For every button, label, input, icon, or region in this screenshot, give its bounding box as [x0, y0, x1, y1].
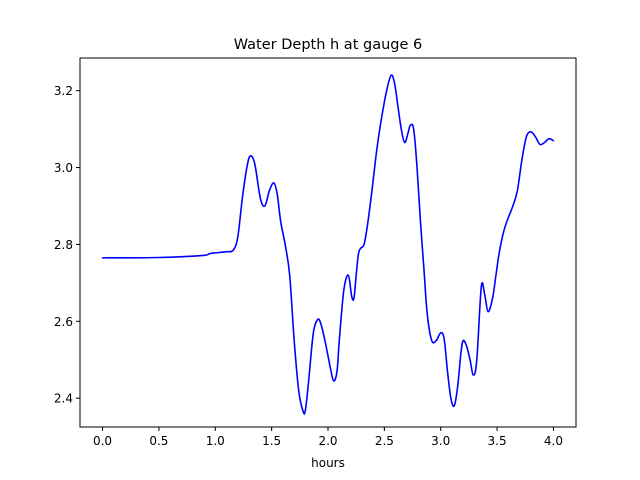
x-tick-label: 3.5: [488, 434, 507, 448]
chart-title: Water Depth h at gauge 6: [234, 37, 422, 53]
y-axis: 2.4 2.6 2.8 3.0 3.2: [54, 84, 80, 406]
y-tick-label: 3.2: [54, 84, 73, 98]
y-tick-label: 2.6: [54, 315, 73, 329]
water-depth-line: [101, 74, 555, 415]
x-tick-label: 2.0: [318, 434, 337, 448]
y-tick-label: 2.8: [54, 238, 73, 252]
x-tick-label: 3.0: [431, 434, 450, 448]
x-tick-label: 2.5: [375, 434, 394, 448]
x-tick-label: 0.0: [93, 434, 112, 448]
x-tick-label: 1.5: [262, 434, 281, 448]
y-tick-label: 3.0: [54, 161, 73, 175]
x-tick-label: 4.0: [544, 434, 563, 448]
x-tick-label: 0.5: [149, 434, 168, 448]
x-tick-label: 1.0: [206, 434, 225, 448]
x-axis: 0.0 0.5 1.0 1.5 2.0 2.5 3.0 3.5 4.0: [93, 427, 563, 448]
x-axis-label: hours: [311, 456, 345, 470]
y-tick-label: 2.4: [54, 392, 73, 406]
series-layer: [101, 74, 555, 415]
